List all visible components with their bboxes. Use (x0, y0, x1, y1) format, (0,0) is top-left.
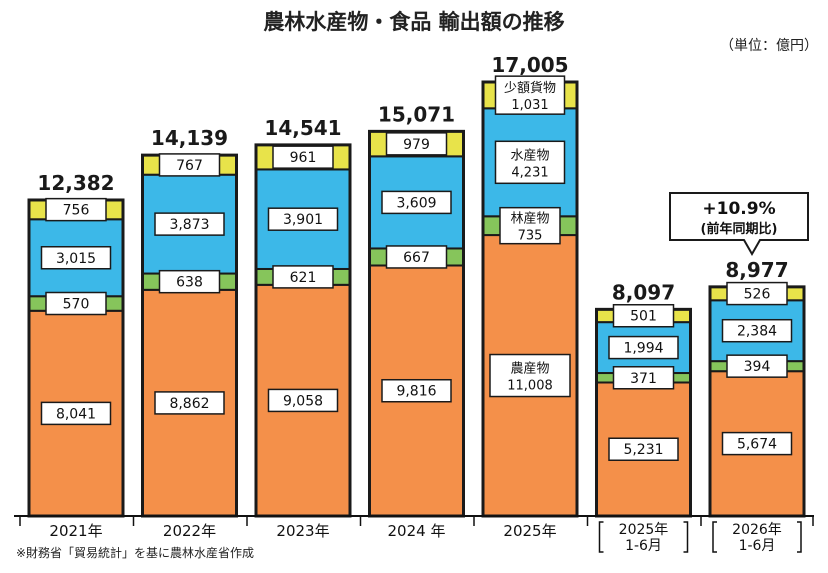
data-label: 667 (403, 250, 430, 266)
data-label: 501 (630, 309, 657, 325)
data-label: 9,816 (396, 384, 436, 400)
growth-callout: +10.9% (前年同期比) (669, 192, 809, 257)
total-label: 14,139 (151, 126, 228, 150)
data-label: 735 (518, 229, 543, 244)
data-label: 5,231 (623, 442, 663, 458)
series-name-label: 水産物 (510, 147, 549, 163)
segment-label-box (721, 431, 793, 456)
segment-label-box (40, 401, 112, 426)
data-label: 638 (176, 275, 203, 291)
segment-label-box (154, 391, 225, 415)
series-name-label: 林産物 (510, 211, 549, 227)
bars-layer: 8,041 570 3,015 756 12,382 8,862 638 3,873 767 14… (27, 53, 806, 518)
x-tick-label: 2023年 (276, 522, 329, 540)
segment-label-box (45, 291, 107, 316)
period-bracket (712, 521, 717, 553)
data-label: 526 (744, 287, 771, 303)
data-label: 3,609 (396, 195, 436, 211)
segment-label-box (381, 190, 452, 215)
data-label: 3,873 (169, 217, 209, 233)
data-label: 1,031 (511, 98, 548, 113)
callout-value: +10.9% (702, 199, 775, 219)
segment-label-box (158, 153, 221, 177)
callout-subtext: (前年同期比) (701, 221, 778, 237)
segment-label-box (158, 269, 221, 294)
x-tick-label: 1-6月 (625, 538, 662, 554)
data-label: 394 (744, 359, 771, 375)
segment-label-box (272, 145, 334, 169)
x-tick-label: 1-6月 (739, 538, 776, 554)
x-tick-label: 2025年 (503, 522, 556, 540)
segment-label-box (608, 437, 679, 461)
data-label: 8,041 (56, 406, 96, 422)
total-label: 14,541 (264, 116, 341, 140)
x-tick-label: 2026年 (732, 522, 782, 538)
segment-label-box (385, 132, 448, 156)
data-label: 767 (176, 158, 203, 174)
data-label: 570 (63, 297, 90, 313)
data-label: 2,384 (737, 324, 777, 340)
total-label: 12,382 (37, 171, 114, 195)
period-bracket (598, 521, 604, 553)
period-bracket (683, 521, 689, 553)
data-label: 4,231 (511, 165, 548, 180)
segment-label-box (721, 318, 793, 343)
segment-label-box (608, 335, 679, 360)
unit-label: （単位：億円） (720, 38, 818, 54)
data-label: 621 (290, 270, 317, 286)
callout-bubble (669, 192, 809, 257)
segment-label-box (726, 354, 788, 378)
bar-stack: 8,041 570 3,015 756 12,382 (27, 171, 125, 518)
segment-label-box (499, 206, 561, 245)
segment-label-box (381, 378, 452, 403)
bar-stack: 8,862 638 3,873 767 14,139 (141, 126, 238, 518)
data-label: 3,901 (283, 212, 323, 228)
bar-stack: 農産物 11,008 林産物 735 水産物 4,231 少額貨物 1,031 17,005 (481, 53, 579, 518)
source-note: ※財務省「貿易統計」を基に農林水産省作成 (16, 545, 254, 560)
data-label: 8,862 (169, 396, 209, 412)
data-label: 961 (290, 150, 317, 166)
chart-title: 農林水産物・食品 輸出額の推移 (263, 10, 564, 34)
data-label: 5,674 (737, 437, 777, 453)
x-tick-label: 2024 年 (388, 522, 446, 540)
segment-label-box (267, 207, 339, 231)
x-tick-label: 2025年 (619, 522, 669, 538)
bar-stack: 5,674 394 2,384 526 8,977 (708, 258, 806, 518)
segment-label-box (494, 140, 566, 185)
x-tick-label: 2021年 (49, 522, 102, 540)
segment-label-box (272, 265, 334, 289)
total-label: 8,977 (725, 258, 788, 282)
segment-label-box (494, 75, 566, 115)
segment-label-box (726, 281, 788, 306)
data-label: 3,015 (56, 251, 96, 267)
bar-stack: 9,816 667 3,609 979 15,071 (368, 102, 465, 518)
segment-label-box (612, 366, 675, 390)
bar-stack: 9,058 621 3,901 961 14,541 (254, 116, 352, 518)
segment-label-box (154, 212, 225, 236)
x-tick-label: 2022年 (163, 522, 216, 540)
segment-label-box (489, 353, 571, 398)
series-name-label: 農産物 (510, 361, 549, 377)
segment-label-box (45, 197, 107, 222)
data-label: 371 (630, 371, 657, 387)
segment-label-box (40, 246, 112, 270)
data-label: 11,008 (507, 379, 553, 394)
data-label: 979 (403, 137, 430, 153)
segment-label-box (612, 303, 675, 328)
total-label: 8,097 (612, 280, 675, 304)
period-bracket (797, 521, 802, 553)
bar-stack: 5,231 371 1,994 501 8,097 (595, 280, 692, 518)
total-label: 15,071 (378, 102, 455, 126)
total-label: 17,005 (491, 53, 568, 77)
x-axis: 2021年 2022年 2023年 2024 年 2025年 2025年1-6月2026年… (14, 515, 814, 554)
series-name-label: 少額貨物 (504, 80, 556, 96)
data-label: 9,058 (283, 393, 323, 409)
data-label: 756 (63, 203, 90, 219)
segment-label-box (267, 388, 339, 413)
segment-label-box (385, 245, 448, 269)
data-label: 1,994 (623, 341, 663, 357)
